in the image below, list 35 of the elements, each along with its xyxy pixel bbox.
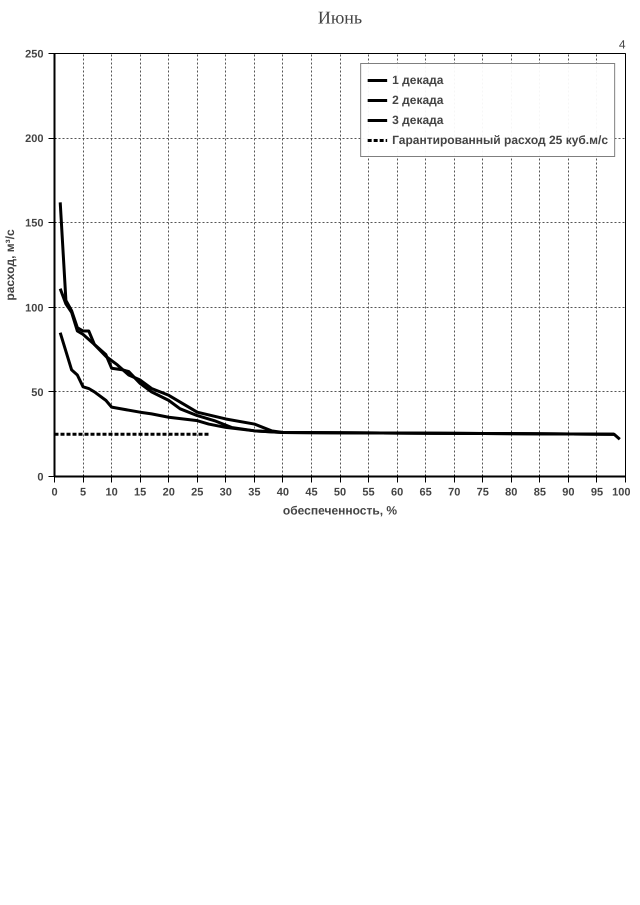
y-tick-label: 200 — [25, 133, 44, 146]
x-tick-label: 50 — [334, 486, 346, 498]
y-tick-label: 100 — [25, 302, 44, 314]
x-tick-label: 55 — [362, 486, 375, 498]
x-tick-label: 40 — [276, 486, 290, 498]
x-tick-label: 90 — [562, 486, 575, 498]
x-tick-label: 20 — [162, 486, 175, 498]
text: 4 — [618, 38, 626, 52]
x-tick-label: 10 — [105, 486, 118, 498]
x-tick-label: 75 — [476, 486, 489, 498]
y-tick-label: 250 — [25, 48, 44, 60]
legend-label: 3 декада — [392, 113, 444, 127]
x-tick-label: 70 — [448, 486, 460, 498]
y-tick-label: 50 — [31, 386, 44, 399]
chart-title: Июнь — [318, 8, 362, 28]
x-tick-label: 60 — [390, 486, 404, 498]
x-tick-label: 80 — [505, 486, 518, 498]
x-tick-label: 100 — [612, 486, 631, 498]
x-axis-title: обеспеченность, % — [282, 504, 398, 518]
x-tick-label: 65 — [420, 486, 432, 498]
y-tick-label: 150 — [25, 218, 44, 230]
x-tick-label: 35 — [248, 486, 260, 498]
x-tick-label: 45 — [305, 486, 318, 498]
x-tick-label: 0 — [51, 486, 58, 498]
legend-label: 1 декада — [392, 73, 444, 87]
x-tick-label: 15 — [134, 486, 146, 498]
y-axis-title: расход, м³/с — [3, 229, 18, 301]
x-tick-label: 25 — [191, 486, 204, 498]
x-tick-label: 30 — [220, 486, 232, 498]
x-tick-label: 5 — [80, 486, 86, 498]
x-tick-label: 95 — [590, 486, 604, 498]
legend-label: 2 декада — [392, 93, 444, 107]
legend-label: Гарантированный расход 25 куб.м/с — [392, 133, 608, 147]
y-tick-label: 0 — [37, 472, 44, 484]
x-tick-label: 85 — [534, 486, 546, 498]
